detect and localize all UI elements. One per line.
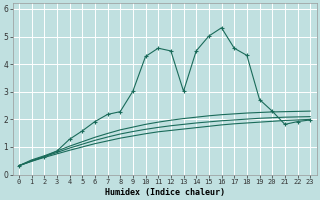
X-axis label: Humidex (Indice chaleur): Humidex (Indice chaleur) [105,188,225,197]
